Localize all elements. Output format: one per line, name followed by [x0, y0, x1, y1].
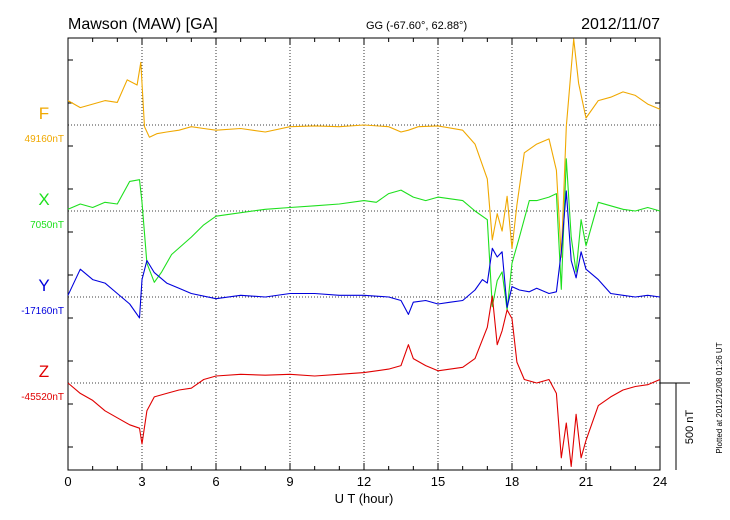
series-baseline-X: 7050nT	[30, 220, 64, 231]
scale-bar-label: 500 nT	[684, 410, 696, 445]
series-baseline-F: 49160nT	[25, 134, 64, 145]
series-baseline-Z: -45520nT	[21, 392, 64, 403]
date-label: 2012/11/07	[581, 16, 660, 33]
x-tick-label-6: 6	[212, 474, 219, 489]
x-axis-label: U T (hour)	[335, 491, 394, 506]
series-labels: F 49160nT X 7050nT Y -17160nT Z -45520nT	[21, 104, 64, 403]
station-title: Mawson (MAW) [GA]	[68, 16, 218, 33]
series-lines	[67, 38, 661, 468]
series-name-Y: Y	[38, 276, 49, 295]
series-name-Z: Z	[39, 362, 49, 381]
x-tick-label-0: 0	[64, 474, 71, 489]
series-line-X	[67, 158, 661, 311]
x-tick-label-12: 12	[357, 474, 371, 489]
x-tick-label-3: 3	[138, 474, 145, 489]
x-tick-label-9: 9	[286, 474, 293, 489]
series-line-Z	[67, 295, 661, 468]
vertical-gridlines	[141, 38, 587, 470]
coordinates-label: GG (-67.60°, 62.88°)	[366, 20, 467, 32]
x-tick-labels: 0 3 6 9 12 15 18 21 24	[64, 474, 667, 489]
series-baseline-Y: -17160nT	[21, 306, 64, 317]
axis-ticks	[67, 38, 661, 470]
plotted-at-note: Plotted at 2012/12/08 01:26 UT	[715, 342, 724, 453]
x-tick-label-15: 15	[431, 474, 445, 489]
x-tick-label-24: 24	[653, 474, 667, 489]
series-line-Y	[67, 190, 661, 319]
series-name-F: F	[39, 104, 49, 123]
series-line-F	[67, 38, 661, 258]
x-tick-label-21: 21	[579, 474, 593, 489]
x-tick-label-18: 18	[505, 474, 519, 489]
series-name-X: X	[38, 190, 49, 209]
